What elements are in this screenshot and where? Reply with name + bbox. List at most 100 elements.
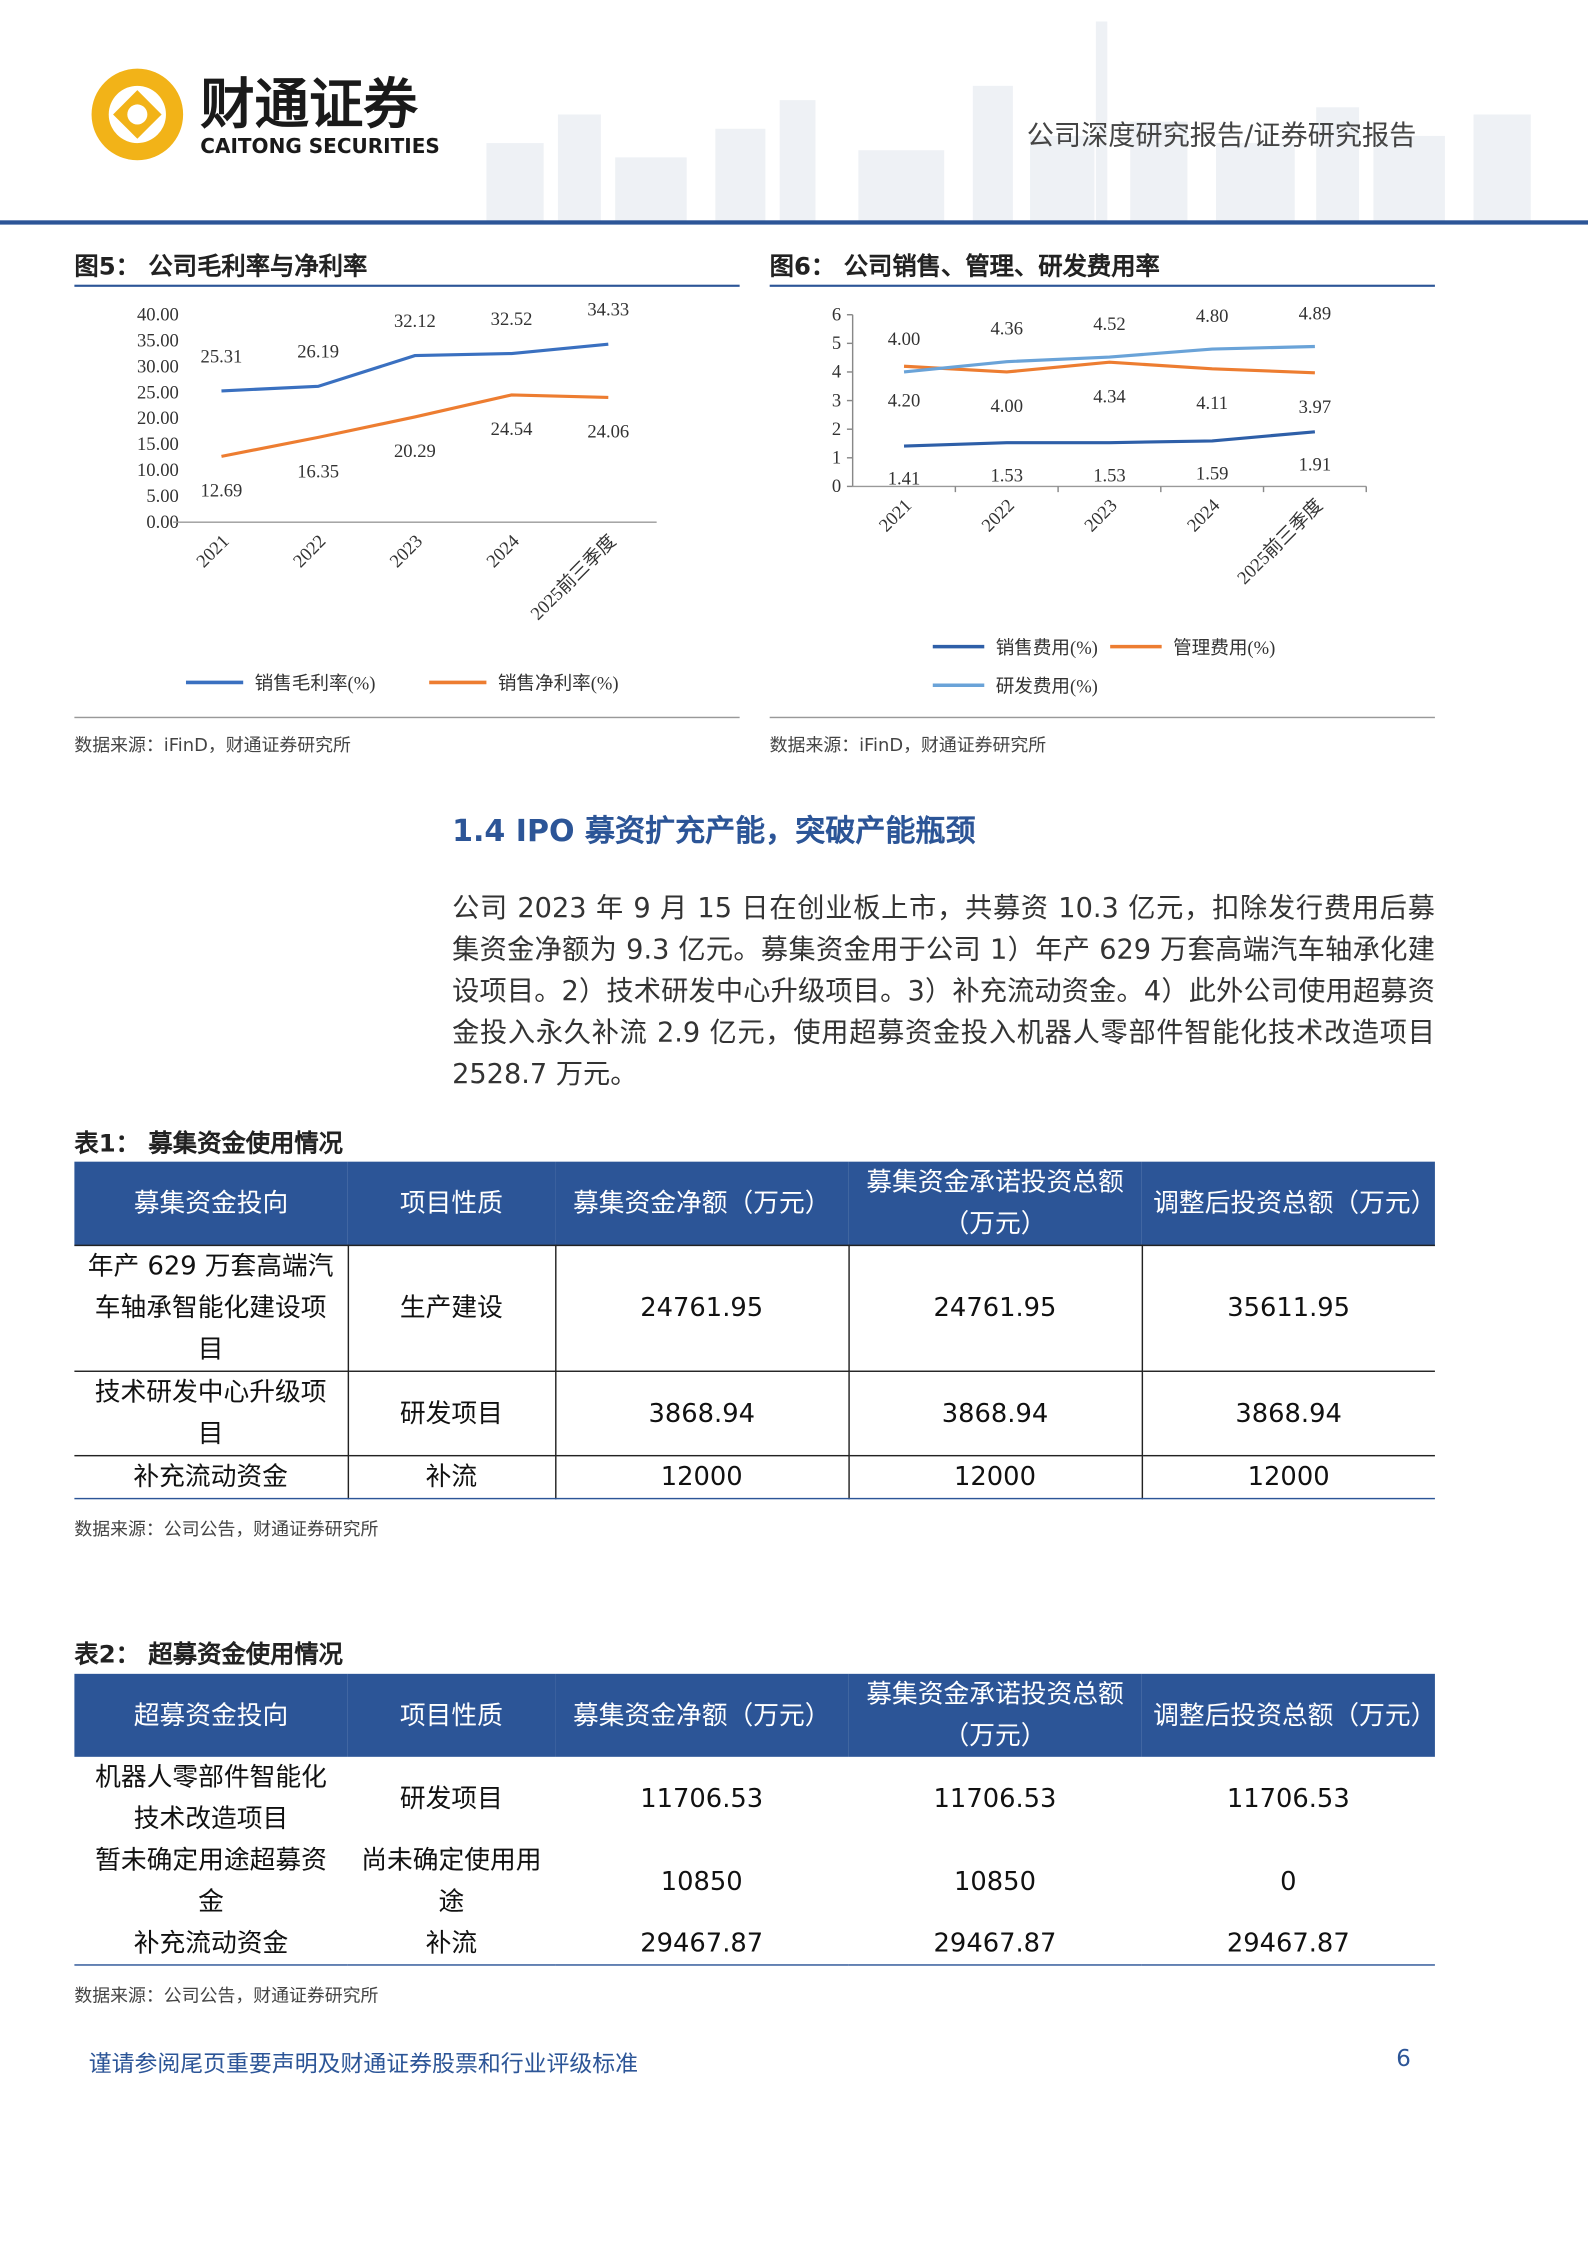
value-label: 34.33 bbox=[587, 300, 629, 321]
row: 补充流动资金 补流 12000 12000 12000 bbox=[74, 1454, 1435, 1500]
y-tick-label: 0.00 bbox=[146, 512, 179, 533]
x-tick-label: 2023 bbox=[1080, 495, 1121, 536]
legend-label: 销售净利率(%) bbox=[498, 674, 619, 695]
header-cell: 募集资金净额（万元） bbox=[555, 1161, 849, 1246]
row: 机器人零部件智能化技术改造项目 研发项目 11706.53 11706.53 11706… bbox=[74, 1757, 1435, 1840]
x-tick-label: 2024 bbox=[1183, 495, 1224, 536]
cell: 3868.94 bbox=[847, 1370, 1143, 1457]
logo-cn: 财通证券 bbox=[200, 73, 418, 136]
section-heading: 1.4 IPO 募资扩充产能，突破产能瓶颈 bbox=[452, 814, 976, 849]
header-rule bbox=[0, 220, 1588, 225]
cell: 机器人零部件智能化技术改造项目 bbox=[95, 1762, 327, 1835]
chart-title: 图6： 公司销售、管理、研发费用率 bbox=[769, 253, 1160, 282]
value-label: 4.36 bbox=[990, 318, 1023, 339]
chart-source: 数据来源：iFinD，财通证券研究所 bbox=[74, 733, 351, 756]
y-tick-label: 5.00 bbox=[146, 486, 179, 507]
x-tick-label: 2021 bbox=[875, 495, 916, 536]
legend-label: 研发费用(%) bbox=[996, 676, 1098, 697]
cell: 0 bbox=[1280, 1866, 1297, 1897]
cell: 3868.94 bbox=[554, 1370, 850, 1457]
cell: 研发项目 bbox=[399, 1783, 503, 1814]
cell: 研发项目 bbox=[346, 1370, 556, 1457]
value-label: 16.35 bbox=[297, 461, 339, 482]
series-line bbox=[903, 430, 1316, 448]
cell: 29467.87 bbox=[848, 1922, 1142, 1966]
title-rule bbox=[769, 284, 1435, 287]
logo-en: CAITONG SECURITIES bbox=[200, 134, 440, 158]
x-tick-label: 2025前三季度 bbox=[527, 531, 621, 625]
value-label: 4.34 bbox=[1093, 386, 1126, 407]
table-title: 表1： 募集资金使用情况 bbox=[74, 1130, 343, 1159]
bottom-rule bbox=[74, 716, 740, 719]
y-tick-label: 0 bbox=[832, 476, 841, 497]
cell: 35611.95 bbox=[1140, 1244, 1435, 1372]
cell: 11706.53 bbox=[1226, 1783, 1350, 1814]
row: 年产 629 万套高端汽车轴承智能化建设项目 生产建设 24761.95 24761.… bbox=[74, 1244, 1435, 1372]
y-tick-label: 20.00 bbox=[137, 408, 179, 429]
value-label: 1.91 bbox=[1299, 454, 1332, 475]
paragraph: 公司 2023 年 9 月 15 日在创业板上市，共募资 10.3 亿元，扣除发… bbox=[452, 892, 1435, 1091]
cell: 24761.95 bbox=[847, 1244, 1143, 1372]
row: 技术研发中心升级项目 研发项目 3868.94 3868.94 3868.94 bbox=[74, 1370, 1435, 1457]
y-tick-label: 3 bbox=[832, 390, 841, 411]
value-label: 24.06 bbox=[587, 421, 629, 442]
page-number: 6 bbox=[1396, 2044, 1411, 2072]
legend-label: 销售费用(%) bbox=[996, 638, 1098, 659]
header-cell: 募集资金承诺投资总额（万元） bbox=[848, 1673, 1142, 1757]
value-label: 20.29 bbox=[394, 441, 436, 462]
y-tick-label: 5 bbox=[832, 333, 841, 354]
value-label: 4.52 bbox=[1093, 314, 1126, 335]
row: 补充流动资金 补流 29467.87 29467.87 29467.87 bbox=[74, 1922, 1435, 1966]
y-tick-label: 2 bbox=[832, 419, 841, 440]
value-label: 4.11 bbox=[1196, 393, 1228, 414]
cell: 补流 bbox=[347, 1922, 556, 1966]
y-tick-label: 15.00 bbox=[137, 434, 179, 455]
series-line bbox=[221, 342, 609, 393]
value-label: 26.19 bbox=[297, 342, 339, 363]
header-cell: 募集资金净额（万元） bbox=[555, 1673, 849, 1757]
y-tick-label: 30.00 bbox=[137, 356, 179, 377]
y-tick-label: 35.00 bbox=[137, 330, 179, 351]
cell: 补充流动资金 bbox=[74, 1454, 349, 1500]
table-wrap: 超募资金投向 项目性质 募集资金净额（万元） 募集资金承诺投资总额（万元） 调整后投资总… bbox=[74, 1673, 1436, 1966]
header-cell: 募集资金投向 bbox=[74, 1161, 348, 1246]
cell: 生产建设 bbox=[346, 1244, 556, 1372]
cell: 尚未确定使用用途 bbox=[361, 1845, 542, 1918]
header-cell: 调整后投资总额（万元） bbox=[1141, 1161, 1436, 1246]
value-label: 4.20 bbox=[888, 390, 921, 411]
header-cell: 超募资金投向 bbox=[74, 1673, 348, 1757]
x-tick-label: 2021 bbox=[192, 531, 233, 572]
value-label: 1.59 bbox=[1196, 464, 1229, 485]
series-line bbox=[903, 344, 1315, 374]
cell: 11706.53 bbox=[933, 1783, 1057, 1814]
row: 暂未确定用途超募资金 尚未确定使用用途 10850 10850 0 bbox=[74, 1840, 1435, 1923]
value-label: 1.53 bbox=[1093, 465, 1126, 486]
cell: 3868.94 bbox=[1140, 1370, 1435, 1457]
table-wrap: 募集资金投向 项目性质 募集资金净额（万元） 募集资金承诺投资总额（万元） 调整后投资总… bbox=[74, 1161, 1436, 1500]
cell: 补充流动资金 bbox=[74, 1922, 348, 1966]
legend-label: 管理费用(%) bbox=[1173, 638, 1275, 659]
header-cell: 募集资金承诺投资总额（万元） bbox=[848, 1161, 1142, 1246]
y-tick-label: 4 bbox=[832, 362, 841, 383]
value-label: 4.89 bbox=[1299, 303, 1332, 324]
bottom-rule bbox=[769, 716, 1435, 719]
cell: 12000 bbox=[554, 1454, 850, 1500]
x-tick-label: 2025前三季度 bbox=[1233, 495, 1327, 589]
cell: 29467.87 bbox=[1141, 1922, 1435, 1966]
y-tick-label: 6 bbox=[832, 304, 841, 325]
cell: 补流 bbox=[346, 1454, 556, 1500]
cell: 年产 629 万套高端汽车轴承智能化建设项目 bbox=[74, 1244, 349, 1372]
y-tick-label: 40.00 bbox=[137, 304, 179, 325]
title-rule bbox=[74, 284, 740, 287]
value-label: 4.00 bbox=[888, 329, 921, 350]
cell: 暂未确定用途超募资金 bbox=[95, 1845, 327, 1918]
series-line bbox=[903, 360, 1315, 375]
value-label: 3.97 bbox=[1299, 397, 1332, 418]
table: 超募资金投向 项目性质 募集资金净额（万元） 募集资金承诺投资总额（万元） 调整后投资总… bbox=[74, 1673, 1436, 1966]
header-cell: 项目性质 bbox=[347, 1673, 556, 1757]
value-label: 1.41 bbox=[888, 469, 921, 490]
report-type: 公司深度研究报告/证券研究报告 bbox=[1027, 120, 1417, 151]
chart-title: 图5： 公司毛利率与净利率 bbox=[74, 253, 368, 282]
legend-label: 销售毛利率(%) bbox=[255, 674, 376, 695]
